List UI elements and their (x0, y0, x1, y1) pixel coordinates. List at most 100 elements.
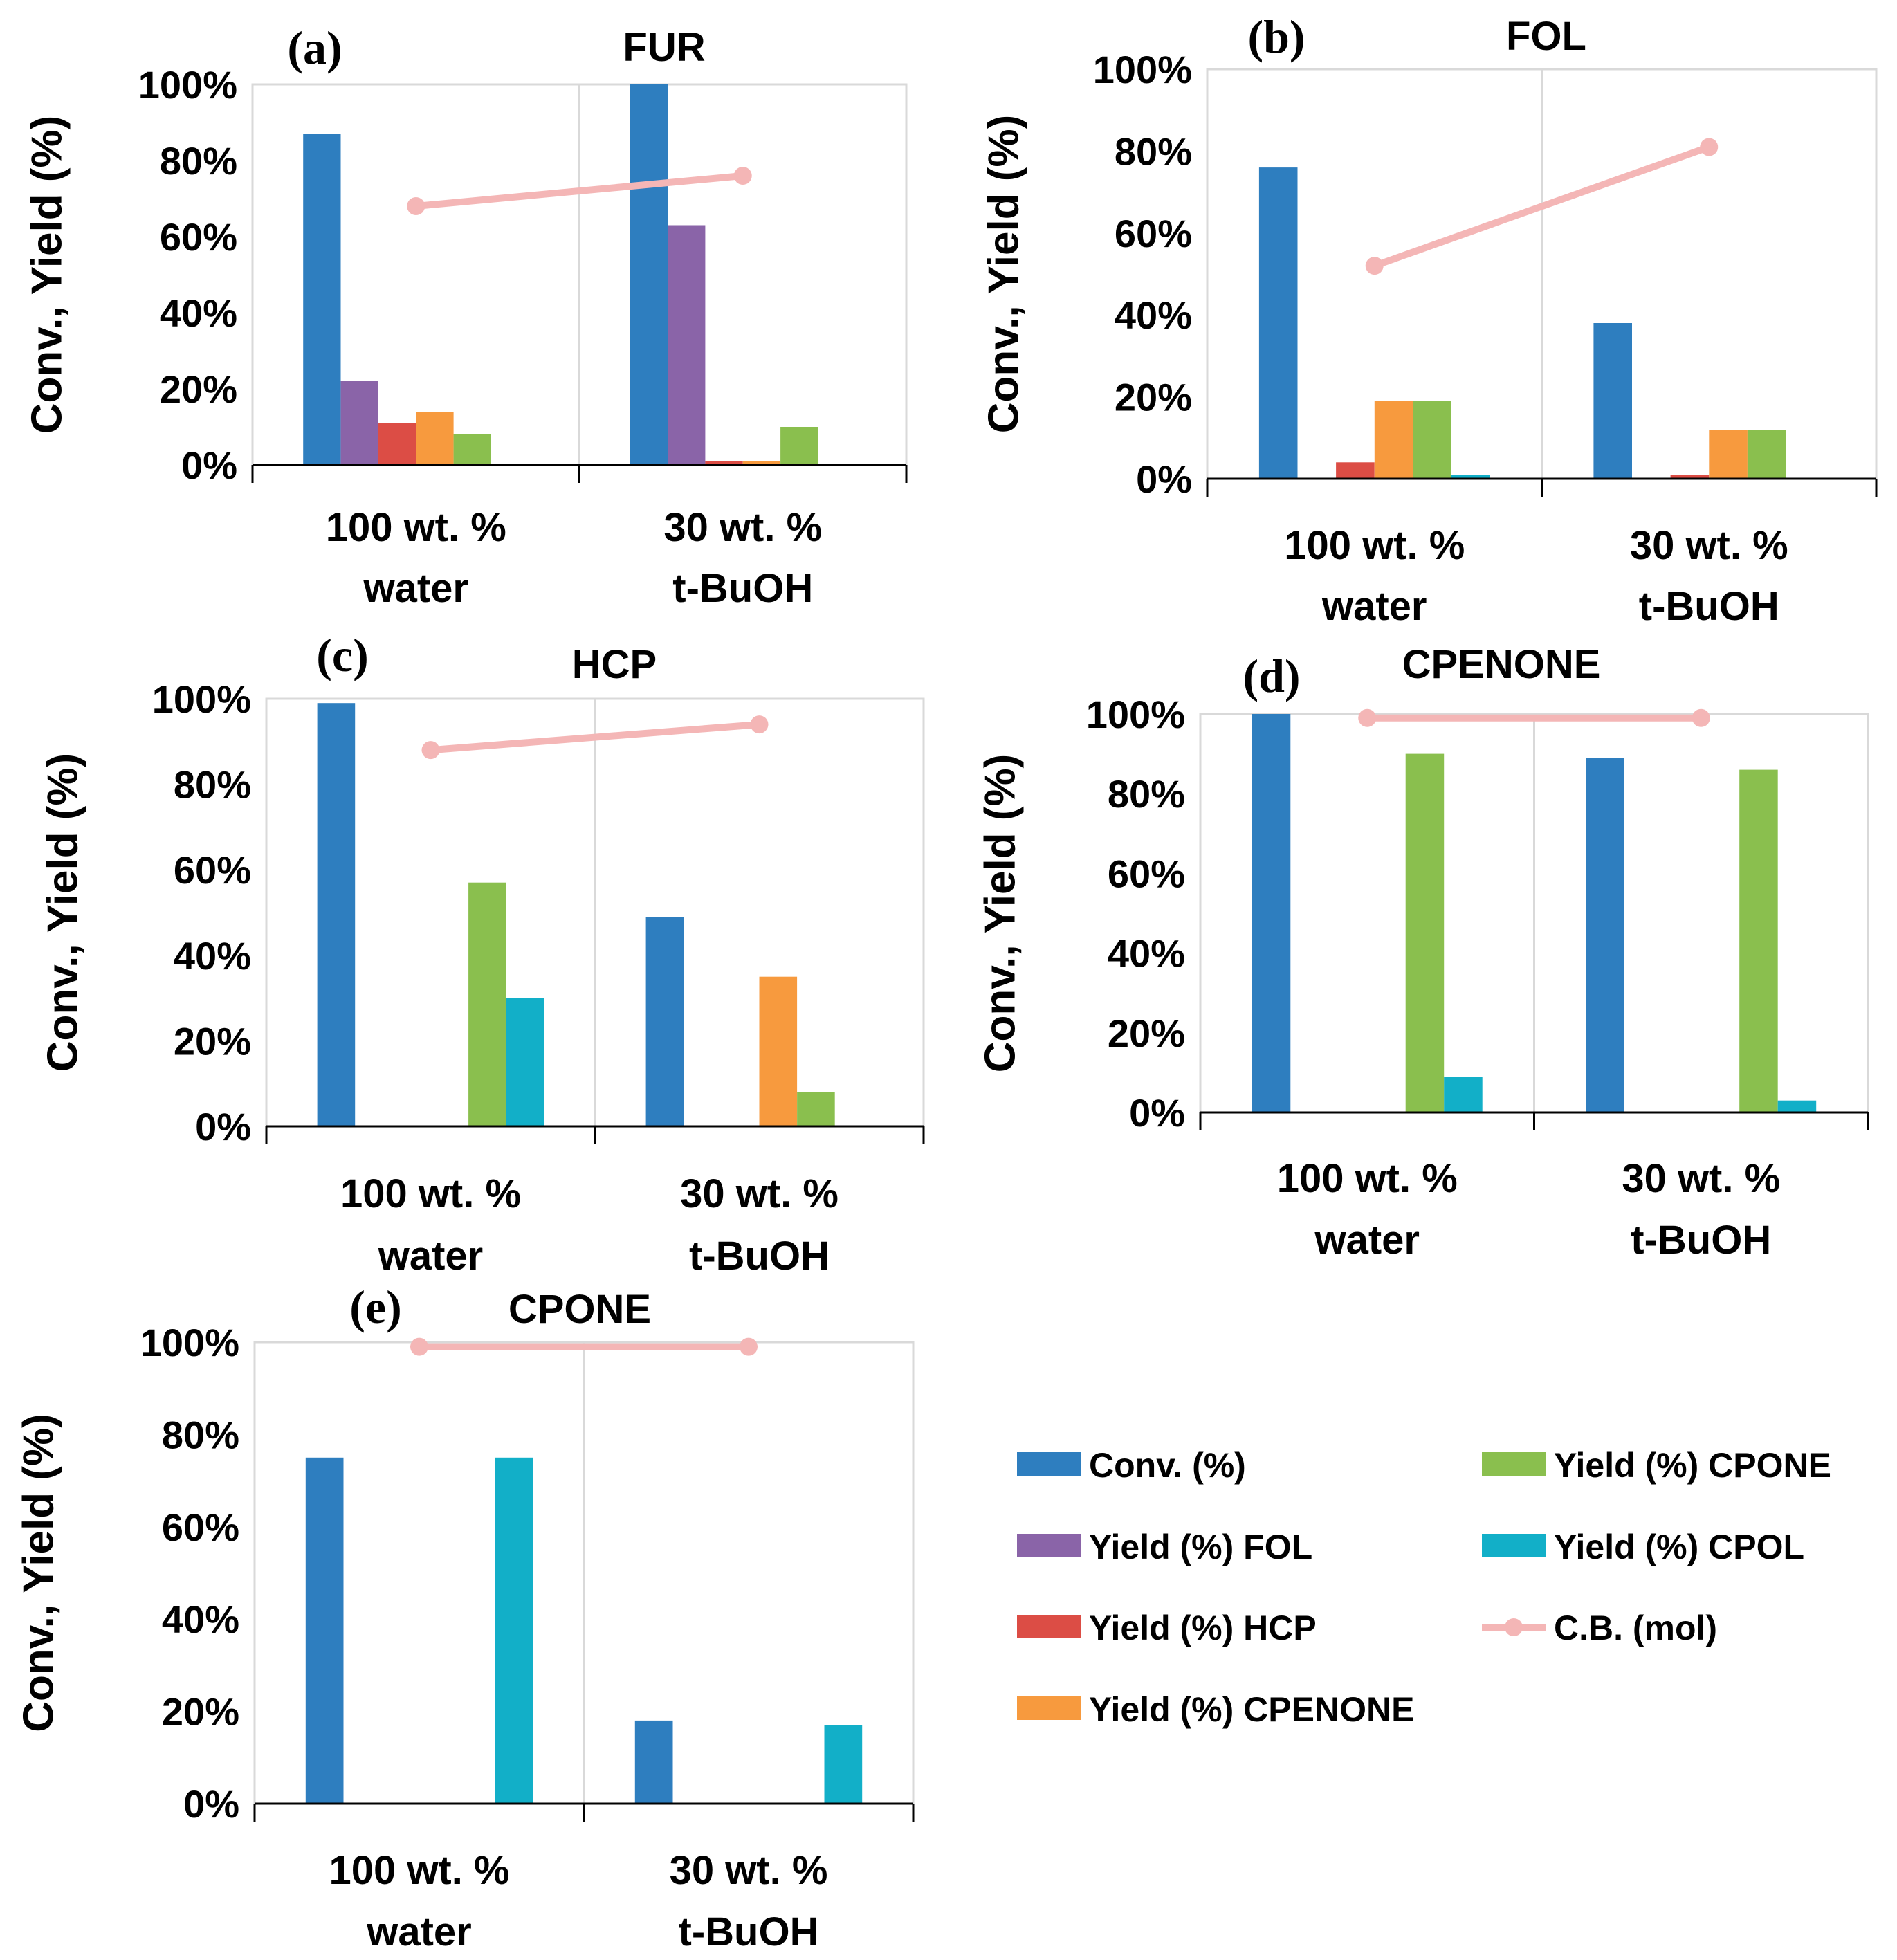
bar-cpone (468, 882, 506, 1126)
bar-conv (630, 84, 668, 465)
x-category-label: 30 wt. % (680, 1171, 838, 1216)
y-tick-label: 100% (152, 677, 251, 721)
y-tick-label: 40% (160, 291, 237, 335)
x-category-label: water (378, 1234, 484, 1279)
legend: Conv. (%) Yield (%) FOL Yield (%) HCP Yield… (1017, 1446, 1831, 1729)
legend-swatch-cpone (1482, 1452, 1546, 1476)
chart-title: HCP (572, 642, 657, 687)
bar-cpol (506, 998, 544, 1126)
legend-item-conv: Conv. (%) (1017, 1446, 1246, 1485)
legend-label: C.B. (mol) (1554, 1609, 1717, 1647)
x-category-label: 30 wt. % (670, 1848, 828, 1893)
y-tick-label: 0% (181, 443, 237, 487)
y-tick-label: 0% (1136, 457, 1192, 501)
chart-panel-5: (e) CPONE Conv., Yield (%) 0% 20% 40% 60% 80% 10… (15, 1281, 915, 1954)
y-tick-label: 20% (162, 1690, 239, 1734)
y-tick-label: 0% (195, 1105, 251, 1148)
bar-cpol (1444, 1077, 1483, 1112)
cb-point (1358, 708, 1377, 727)
bar-cpenone (759, 976, 798, 1126)
bar-conv (1593, 323, 1632, 479)
x-category-label: 100 wt. % (329, 1848, 509, 1893)
y-tick-label: 80% (162, 1413, 239, 1456)
legend-item-cpenone: Yield (%) CPENONE (1017, 1690, 1414, 1729)
y-tick-label: 20% (1108, 1011, 1185, 1055)
x-category-label: t-BuOH (1631, 1218, 1771, 1263)
y-tick-label: 60% (1108, 852, 1185, 895)
bar-conv (1586, 758, 1624, 1112)
panel-letter: (d) (1243, 650, 1300, 702)
x-category-label: t-BuOH (689, 1234, 830, 1279)
legend-item-cb: C.B. (mol) (1482, 1609, 1717, 1647)
chart-panel-1: (a) FUR Conv., Yield (%) 0% 20% 40% 60% 80% 100%… (23, 21, 908, 611)
y-tick-label: 80% (174, 763, 251, 807)
cb-point (1700, 138, 1719, 156)
legend-marker-cb (1505, 1618, 1523, 1636)
bar-cpenone (1374, 401, 1413, 479)
x-category-label: water (366, 1909, 472, 1954)
cb-point (740, 1337, 758, 1356)
cb-point (750, 715, 769, 734)
bar-conv (1252, 714, 1291, 1112)
chart-panel-3: (c) HCP Conv., Yield (%) 0% 20% 40% 60% 80% 100%… (39, 629, 925, 1279)
bar-cpenone (1709, 430, 1748, 479)
y-tick-label: 100% (1086, 693, 1185, 736)
legend-swatch-hcp (1017, 1615, 1081, 1638)
y-tick-label: 60% (162, 1505, 239, 1549)
legend-label: Yield (%) CPENONE (1089, 1690, 1414, 1729)
y-tick-label: 20% (174, 1019, 251, 1063)
x-category-label: 30 wt. % (1622, 1156, 1780, 1201)
y-tick-label: 20% (160, 367, 237, 411)
legend-label: Conv. (%) (1089, 1446, 1246, 1485)
y-tick-label: 0% (183, 1782, 239, 1826)
legend-item-fol: Yield (%) FOL (1017, 1528, 1312, 1566)
legend-item-cpol: Yield (%) CPOL (1482, 1528, 1804, 1566)
legend-swatch-fol (1017, 1534, 1081, 1557)
legend-item-hcp: Yield (%) HCP (1017, 1609, 1317, 1647)
bar-cpenone (416, 412, 454, 465)
bar-cpol (824, 1725, 863, 1804)
bar-conv (645, 917, 684, 1126)
legend-item-cpone: Yield (%) CPONE (1482, 1446, 1831, 1485)
x-category-label: 30 wt. % (663, 505, 822, 550)
bar-hcp (1670, 475, 1710, 479)
y-tick-label: 60% (1115, 212, 1192, 255)
bar-cpol (1777, 1100, 1817, 1112)
bar-cpone (453, 434, 491, 465)
chart-title: CPENONE (1402, 642, 1601, 687)
panel-letter: (a) (287, 21, 342, 74)
chart-title: CPONE (508, 1287, 651, 1332)
legend-label: Yield (%) HCP (1089, 1609, 1317, 1647)
x-category-label: 100 wt. % (326, 505, 506, 550)
x-category-label: t-BuOH (1639, 584, 1779, 629)
bar-conv (305, 1457, 344, 1804)
y-tick-label: 100% (138, 63, 237, 107)
legend-swatch-conv (1017, 1452, 1081, 1476)
panel-letter: (c) (316, 629, 368, 681)
y-axis-label: Conv., Yield (%) (15, 1413, 62, 1732)
cb-line (1371, 143, 1713, 270)
legend-swatch-cpol (1482, 1534, 1546, 1557)
y-tick-label: 80% (1115, 129, 1192, 173)
y-axis-label: Conv., Yield (%) (980, 115, 1027, 433)
x-category-label: water (363, 566, 468, 611)
y-axis-label: Conv., Yield (%) (39, 753, 86, 1072)
x-category-label: t-BuOH (679, 1909, 819, 1954)
cb-point (1692, 708, 1710, 727)
chart-panel-4: (d) CPENONE Conv., Yield (%) 0% 20% 40% 60% 80%… (976, 642, 1869, 1263)
bar-hcp (705, 461, 743, 465)
x-category-label: 30 wt. % (1630, 523, 1788, 568)
bar-fol (340, 381, 378, 465)
x-category-label: water (1314, 1218, 1420, 1263)
cb-point (733, 167, 752, 185)
cb-point (1365, 257, 1384, 275)
x-category-label: 100 wt. % (340, 1171, 521, 1216)
cb-line (412, 172, 746, 210)
chart-title: FOL (1506, 14, 1586, 59)
bar-cpone (1739, 769, 1778, 1112)
y-tick-label: 40% (1115, 293, 1192, 337)
bar-conv (634, 1720, 673, 1804)
bar-cpenone (742, 461, 781, 465)
bar-fol (668, 225, 706, 465)
panel-letter: (b) (1247, 10, 1305, 63)
